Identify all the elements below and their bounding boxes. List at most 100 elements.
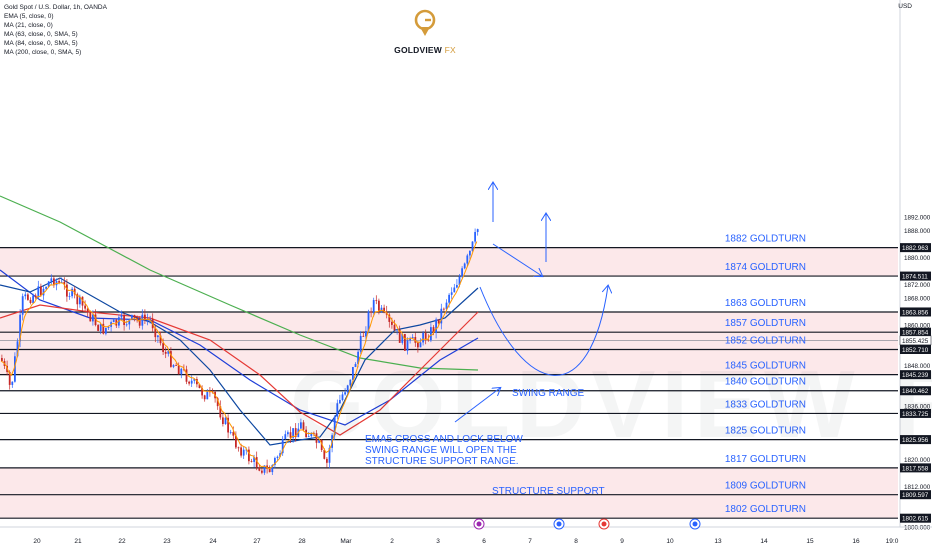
x-tick-label: 24 — [209, 538, 217, 545]
candle — [216, 398, 219, 407]
candle — [154, 328, 157, 338]
candle — [328, 447, 331, 463]
y-tick-label: 1836.000 — [904, 403, 931, 410]
ema-note-line-1: EMA5 CROSS AND LOCK BELOW — [365, 434, 523, 445]
x-tick-label: 22 — [118, 538, 126, 545]
candle — [68, 296, 71, 298]
indicator-ma21[interactable]: MA (21, close, 0) — [4, 22, 53, 29]
swing-range-curve — [479, 286, 608, 376]
candle — [1, 358, 3, 362]
price-tag-box — [900, 408, 931, 418]
indicator-ma63[interactable]: MA (63, close, 0, SMA, 5) — [4, 31, 78, 38]
event-us-flag-icon[interactable] — [553, 518, 565, 530]
candle — [349, 379, 352, 386]
candle — [66, 284, 68, 297]
candle — [380, 307, 383, 311]
price-tag-label: 1833.725 — [902, 411, 929, 418]
event-us-flag-icon[interactable] — [689, 518, 701, 530]
price-tag-label: 1825.956 — [902, 437, 929, 444]
x-tick-label: 9 — [620, 538, 624, 545]
y-tick-label: 1812.000 — [904, 484, 931, 491]
candle — [437, 319, 440, 324]
price-tag-box — [900, 386, 931, 396]
price-tag-label: 1840.462 — [902, 388, 929, 395]
candle — [258, 467, 261, 471]
candle — [372, 300, 375, 312]
candle — [359, 335, 362, 352]
candle — [292, 428, 294, 438]
ma84-line — [0, 269, 479, 426]
candle — [125, 324, 128, 326]
candle — [378, 300, 380, 311]
candle — [63, 281, 66, 285]
brand-logo: GOLDVIEW FX — [385, 8, 465, 55]
candle — [307, 436, 310, 438]
candle — [193, 379, 196, 381]
level-label: 1817 GOLDTURN — [725, 454, 806, 465]
candle — [310, 432, 313, 437]
event-lightning-icon[interactable] — [473, 518, 485, 530]
indicator-ma84[interactable]: MA (84, close, 0, SMA, 5) — [4, 40, 78, 47]
candle — [424, 332, 427, 340]
candle — [89, 311, 92, 322]
candle — [354, 364, 357, 367]
candle — [411, 337, 414, 339]
candle — [84, 305, 86, 309]
candle — [300, 422, 302, 429]
x-tick-label: 2 — [390, 538, 394, 545]
candle — [253, 457, 255, 462]
candle — [94, 314, 97, 326]
candle — [97, 325, 99, 331]
candle — [333, 416, 336, 436]
candle — [320, 439, 323, 451]
price-tag-label: 1857.854 — [902, 330, 929, 337]
candle — [232, 431, 235, 436]
indicator-ma200[interactable]: MA (200, close, 0, SMA, 5) — [4, 49, 82, 56]
symbol-title[interactable]: Gold Spot / U.S. Dollar, 1h, OANDA — [4, 4, 107, 11]
candle — [170, 351, 172, 367]
price-tag-label: 1817.558 — [902, 465, 929, 472]
candle — [315, 433, 318, 443]
ma200-line — [0, 195, 479, 371]
candle — [313, 432, 315, 434]
down-arrow — [492, 243, 542, 276]
price-tag-label: 1802.615 — [902, 516, 929, 523]
y-tick-label: 1892.000 — [904, 215, 931, 222]
candle — [24, 294, 27, 297]
candle — [203, 395, 206, 400]
candle — [245, 449, 248, 451]
ema-note-line-2: SWING RANGE WILL OPEN THE — [365, 445, 517, 456]
candle — [107, 326, 110, 328]
candle — [27, 294, 29, 300]
candle — [294, 428, 297, 438]
candle — [34, 295, 37, 298]
y-tick-label: 1880.000 — [904, 255, 931, 262]
candle — [430, 327, 432, 341]
candle — [458, 276, 461, 286]
level-label: 1882 GOLDTURN — [725, 234, 806, 245]
indicator-ema5[interactable]: EMA (5, close, 0) — [4, 13, 54, 20]
candle — [128, 319, 131, 325]
y-tick-label: 1848.000 — [904, 363, 931, 370]
candle — [268, 468, 271, 473]
candle — [476, 229, 479, 232]
candle — [162, 343, 164, 352]
candle — [237, 447, 240, 449]
candle — [11, 381, 14, 385]
candle — [357, 351, 359, 365]
price-tag-box — [899, 335, 932, 346]
candle — [375, 300, 378, 301]
candle — [393, 324, 396, 331]
candle — [284, 434, 287, 440]
candle — [164, 351, 167, 354]
zone-band — [0, 494, 898, 519]
event-us-flag-icon[interactable] — [598, 518, 610, 530]
candle — [144, 314, 146, 320]
candle — [323, 450, 326, 459]
candle — [443, 308, 445, 310]
candle — [305, 429, 307, 438]
candle — [180, 368, 183, 375]
candle — [105, 327, 107, 334]
candle — [120, 315, 123, 318]
